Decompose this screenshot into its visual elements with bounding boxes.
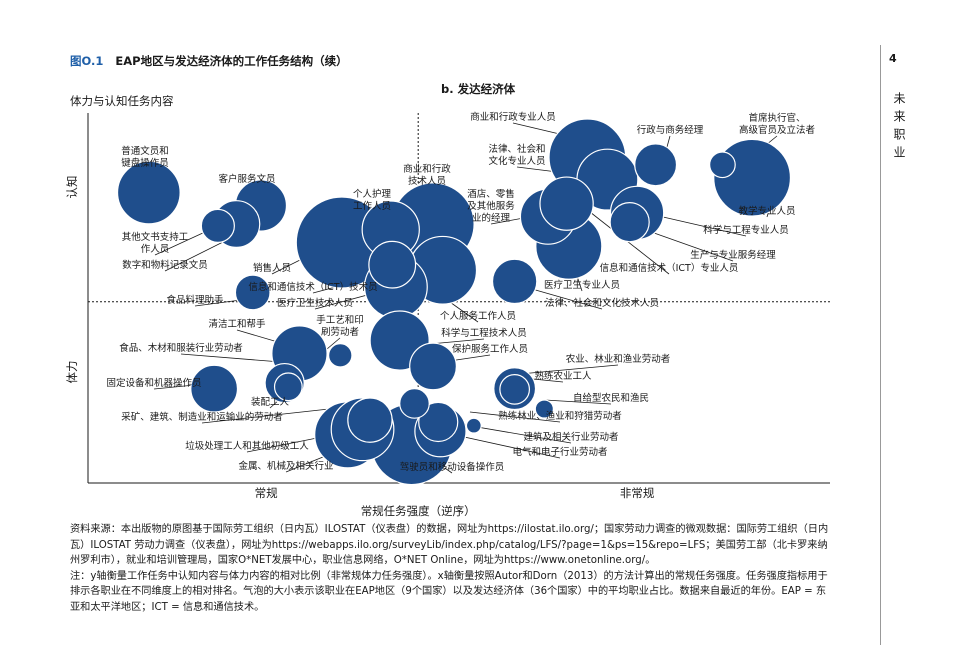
bubble — [491, 258, 538, 305]
bubble — [399, 388, 430, 419]
figure-title: EAP地区与发达经济体的工作任务结构（续） — [115, 54, 348, 68]
bubbles — [116, 118, 792, 486]
leader-line — [326, 337, 341, 350]
bubble-label: 教学专业人员 — [738, 205, 795, 217]
side-rule — [880, 45, 881, 645]
leader-line — [544, 399, 612, 405]
bubble-label: 装配工人 — [251, 396, 290, 408]
leader-line — [519, 364, 619, 375]
bubble-label: 个人服务工作人员 — [440, 310, 516, 322]
bubble-label: 科学与工程专业人员 — [703, 224, 789, 236]
bubble-label: 电气和电子行业劳动者 — [512, 446, 607, 458]
bubble-label: 自给型农民和渔民 — [573, 392, 649, 404]
bubble — [368, 240, 417, 289]
y-tick-label: 体力 — [65, 361, 79, 384]
bubble-label: 采矿、建筑、制造业和运输业的劳动者 — [121, 411, 283, 423]
leader-line — [649, 213, 747, 237]
bubble — [534, 399, 554, 419]
bubble — [234, 274, 271, 311]
bubble — [634, 143, 678, 187]
x-tick-label: 非常规 — [620, 486, 655, 500]
bubble-label: 信息和通信技术（ICT）专业人员 — [600, 262, 739, 274]
bubble-label: 信息和通信技术（ICT）技术员 — [248, 281, 377, 293]
chart-axes — [87, 113, 830, 484]
bubble — [709, 151, 736, 179]
bubble — [190, 364, 239, 413]
bubble-label: 食品、木材和服装行业劳动者 — [119, 342, 243, 354]
bubble-label: 农业、林业和渔业劳动者 — [566, 353, 671, 365]
bubble-label: 首席执行官、高级官员及立法者 — [739, 112, 815, 136]
bubble-label: 医疗卫生专业人员 — [544, 279, 620, 291]
bubble-label: 其他文书支持工作人员 — [122, 231, 189, 255]
bubble-label: 清洁工和帮手 — [208, 318, 266, 330]
bubble — [409, 342, 457, 391]
bubble-label: 手工艺和印刷劳动者 — [316, 314, 364, 338]
side-page-number: 4 — [889, 52, 897, 65]
figure-number: 图O.1 — [70, 54, 104, 68]
leader-line — [589, 211, 670, 275]
bubble — [418, 401, 459, 443]
leader-line — [180, 353, 282, 363]
bubble-label: 普通文员和键盘操作员 — [121, 145, 169, 169]
leader-line — [194, 299, 242, 307]
bubble-label: 生产与专业服务经理 — [690, 249, 776, 261]
bubble-label: 医疗卫生技术人员 — [277, 297, 353, 309]
x-axis-title: 常规任务强度（逆序） — [361, 504, 476, 518]
bubble — [609, 202, 650, 243]
bubble-label: 商业和行政技术人员 — [403, 163, 451, 187]
bubble-label: 数字和物料记录文员 — [122, 259, 208, 271]
bubble — [200, 208, 235, 243]
bubble — [116, 160, 181, 225]
bubble-label: 食品料理助手 — [166, 294, 224, 306]
bubble-label: 行政与商务经理 — [637, 124, 704, 136]
panel-title: b. 发达经济体 — [441, 82, 516, 96]
bubble — [273, 372, 303, 402]
bubble — [539, 176, 594, 231]
bubble — [347, 397, 393, 443]
leader-line — [639, 227, 734, 262]
bubble-label: 熟练林业、渔业和狩猎劳动者 — [498, 410, 622, 422]
bubble — [499, 374, 531, 405]
figure-heading: 图O.1 EAP地区与发达经济体的工作任务结构（续） — [70, 53, 348, 69]
bubble-label: 酒店、零售及其他服务业的经理 — [467, 188, 515, 224]
leader-line — [469, 411, 561, 423]
bubble-label: 熟练农业工人 — [534, 370, 592, 382]
explanatory-note: 注：y轴衡量工作任务中认知内容与体力内容的相对比例（非常规体力任务强度）。x轴衡… — [70, 570, 828, 613]
bubble-label: 科学与工程技术人员 — [441, 327, 527, 339]
bubble-label: 金属、机械及相关行业 — [238, 460, 333, 472]
bubble — [465, 417, 482, 434]
figure-notes: 资料来源：本出版物的原图基于国际劳工组织（日内瓦）ILOSTAT（仪表盘）的数据… — [70, 522, 830, 615]
bubble — [328, 343, 353, 368]
y-axis-title: 体力与认知任务内容 — [70, 94, 174, 108]
bubble-label: 固定设备和机器操作员 — [106, 377, 201, 389]
bubble-label: 驾驶员和移动设备操作员 — [400, 461, 505, 473]
source-note: 资料来源：本出版物的原图基于国际劳工组织（日内瓦）ILOSTAT（仪表盘）的数据… — [70, 524, 829, 566]
y-tick-label: 认知 — [65, 176, 79, 199]
bubble-label: 商业和行政专业人员 — [470, 111, 556, 123]
bubble-label: 建筑及相关行业劳动者 — [523, 431, 618, 443]
leader-line — [201, 407, 339, 424]
bubble-label: 法律、社会和文化专业人员 — [488, 143, 545, 167]
bubble-label: 客户服务文员 — [218, 173, 275, 185]
side-chapter-title: 未来职业 — [892, 92, 906, 164]
bubble-label: 法律、社会和文化技术人员 — [545, 297, 659, 309]
bubble-label: 保护服务工作人员 — [452, 343, 528, 355]
bubble-label: 垃圾处理工人和其他初级工人 — [185, 440, 309, 452]
leader-line — [154, 231, 206, 256]
x-tick-label: 常规 — [255, 486, 278, 500]
bubble-label: 个人护理工作人员 — [353, 188, 392, 212]
bubble-label: 销售人员 — [253, 262, 291, 274]
leader-line — [164, 241, 224, 272]
